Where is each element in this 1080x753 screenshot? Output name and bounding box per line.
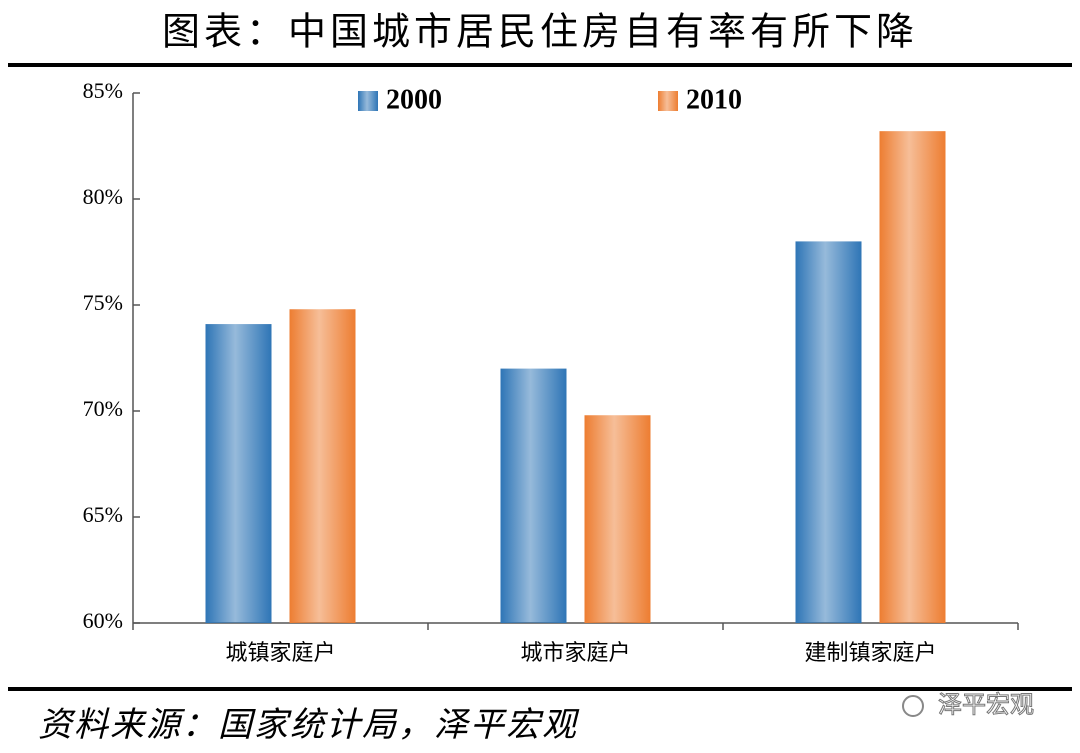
y-tick-label: 80%	[83, 184, 123, 209]
bar	[795, 241, 862, 623]
y-tick-label: 75%	[83, 290, 123, 315]
bar	[205, 324, 272, 623]
legend-label: 2000	[386, 84, 442, 115]
y-tick-label: 60%	[83, 608, 123, 633]
y-tick-label: 65%	[83, 502, 123, 527]
y-tick-label: 85%	[83, 78, 123, 103]
x-tick-label: 城镇家庭户	[225, 640, 335, 665]
legend-label: 2010	[686, 84, 742, 115]
bar	[584, 415, 651, 623]
x-tick-label: 城市家庭户	[520, 640, 630, 665]
bar	[289, 309, 356, 623]
source-note: 资料来源：国家统计局，泽平宏观	[38, 707, 580, 744]
title-rule	[8, 63, 1072, 67]
legend-swatch	[658, 91, 678, 111]
watermark: 泽平宏观	[938, 692, 1034, 719]
footer-rule	[8, 687, 1072, 691]
watermark-icon	[902, 695, 924, 717]
legend-swatch	[358, 91, 378, 111]
bar	[879, 131, 946, 623]
x-tick-label: 建制镇家庭户	[804, 640, 936, 665]
y-tick-label: 70%	[83, 396, 123, 421]
chart-title: 图表：中国城市居民住房自有率有所下降	[162, 12, 918, 54]
bar	[500, 368, 567, 623]
